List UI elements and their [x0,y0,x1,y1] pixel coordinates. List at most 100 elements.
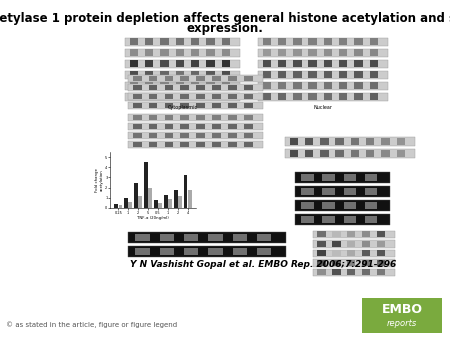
Bar [221,61,230,67]
Bar [317,250,326,256]
Bar [158,203,162,208]
Bar [221,71,230,78]
Bar [228,94,237,99]
Bar [228,85,237,90]
Bar [118,206,122,208]
Bar [212,76,221,81]
Bar [212,115,221,120]
Bar [174,190,178,208]
Text: Nuclear: Nuclear [314,105,333,110]
Bar [369,49,378,56]
Bar [320,138,328,145]
Bar [293,82,302,89]
Bar [302,174,314,182]
Bar [212,94,221,99]
Bar [160,49,169,56]
Bar [125,93,240,101]
Bar [184,234,198,241]
Bar [293,71,302,78]
Bar [323,188,335,195]
Bar [128,123,263,130]
Bar [128,246,286,257]
Bar [335,138,344,145]
Bar [133,142,141,147]
Bar [339,61,347,67]
Bar [128,102,263,109]
Bar [339,82,347,89]
Bar [354,61,363,67]
Bar [206,71,215,78]
Bar [343,188,356,195]
Text: Histone deacetylase 1 protein depletion affects general histone acetylation and : Histone deacetylase 1 protein depletion … [0,12,450,25]
Bar [145,49,153,56]
Bar [228,133,237,138]
Bar [244,103,253,108]
Bar [377,250,385,256]
Text: Cytoplasmic: Cytoplasmic [167,105,198,110]
Bar [124,198,128,208]
Bar [313,249,395,257]
Bar [148,85,157,90]
Bar [362,231,370,237]
Bar [221,49,230,56]
Bar [347,241,356,247]
Bar [180,115,189,120]
Bar [206,49,215,56]
Bar [196,94,205,99]
Bar [128,141,263,148]
Bar [125,59,240,68]
Bar [343,216,356,223]
Bar [278,71,286,78]
Bar [130,82,138,89]
Bar [258,59,388,68]
Bar [263,71,271,78]
Text: EMBO: EMBO [382,303,423,316]
Bar [347,269,356,275]
Bar [128,132,263,139]
Bar [160,234,174,241]
Bar [180,142,189,147]
Bar [145,82,153,89]
Bar [160,248,174,255]
Bar [180,124,189,129]
Bar [125,71,240,79]
Bar [333,260,341,266]
Bar [139,196,142,208]
Bar [263,61,271,67]
Bar [285,149,415,158]
Bar [180,103,189,108]
Bar [133,103,141,108]
Bar [148,124,157,129]
Bar [333,250,341,256]
Bar [176,49,184,56]
Bar [165,76,173,81]
Bar [351,138,359,145]
Bar [324,82,332,89]
Bar [148,142,157,147]
Bar [369,61,378,67]
Bar [305,150,313,157]
Bar [317,231,326,237]
Bar [233,234,247,241]
Bar [343,174,356,182]
Bar [285,137,415,146]
Bar [323,202,335,209]
Bar [148,188,152,208]
Bar [362,241,370,247]
Bar [354,71,363,78]
Bar [165,142,173,147]
Bar [347,231,356,237]
Bar [148,94,157,99]
Bar [293,61,302,67]
Bar [165,124,173,129]
Bar [263,49,271,56]
Bar [144,162,148,208]
Bar [396,150,405,157]
Bar [290,150,298,157]
Bar [165,103,173,108]
Bar [125,38,240,46]
Bar [302,202,314,209]
Bar [164,195,167,208]
Bar [228,124,237,129]
Bar [308,93,317,100]
